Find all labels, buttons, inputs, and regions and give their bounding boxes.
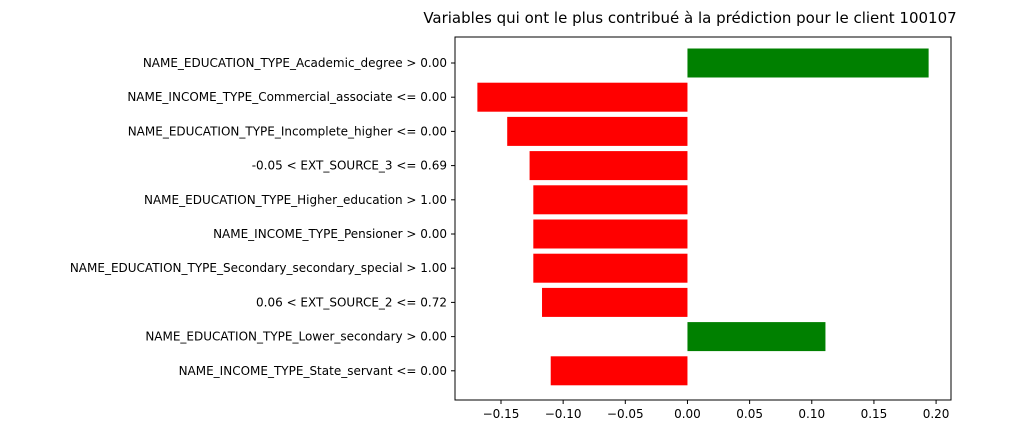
- y-label-10: NAME_INCOME_TYPE_State_servant <= 0.00: [179, 364, 447, 378]
- y-label-1: NAME_EDUCATION_TYPE_Academic_degree > 0.…: [143, 56, 447, 70]
- y-label-9: NAME_EDUCATION_TYPE_Lower_secondary > 0.…: [145, 330, 447, 344]
- y-label-5: NAME_EDUCATION_TYPE_Higher_education > 1…: [144, 193, 447, 207]
- x-tick-label-7: 0.15: [861, 407, 888, 421]
- x-tick-label-1: −0.15: [483, 407, 520, 421]
- y-label-8: 0.06 < EXT_SOURCE_2 <= 0.72: [256, 295, 447, 309]
- x-axis-ticks: −0.15 −0.10 −0.05 0.00 0.05 0.10 0.15 0.20: [483, 400, 950, 421]
- y-label-6: NAME_INCOME_TYPE_Pensioner > 0.00: [213, 227, 447, 241]
- bar-10: [550, 356, 688, 386]
- x-tick-label-5: 0.05: [736, 407, 763, 421]
- x-tick-label-8: 0.20: [923, 407, 950, 421]
- y-tick-labels: NAME_EDUCATION_TYPE_Academic_degree > 0.…: [70, 56, 455, 378]
- bar-2: [477, 82, 688, 112]
- bars-group: [477, 48, 929, 386]
- y-label-3: NAME_EDUCATION_TYPE_Incomplete_higher <=…: [128, 124, 447, 138]
- plot-frame: [454, 36, 952, 401]
- bar-9: [687, 322, 826, 352]
- x-tick-label-6: 0.10: [798, 407, 825, 421]
- bar-3: [507, 116, 688, 146]
- bar-7: [533, 253, 688, 283]
- bar-1: [687, 48, 929, 78]
- y-label-4: -0.05 < EXT_SOURCE_3 <= 0.69: [252, 159, 447, 173]
- bar-6: [533, 219, 688, 249]
- bar-8: [542, 287, 688, 317]
- chart-title: Variables qui ont le plus contribué à la…: [423, 9, 956, 27]
- bar-5: [533, 185, 688, 215]
- y-label-7: NAME_EDUCATION_TYPE_Secondary_secondary_…: [70, 261, 447, 275]
- bar-4: [529, 151, 688, 181]
- y-label-2: NAME_INCOME_TYPE_Commercial_associate <=…: [127, 90, 447, 104]
- x-tick-label-4: 0.00: [674, 407, 701, 421]
- x-tick-label-3: −0.05: [607, 407, 644, 421]
- x-tick-label-2: −0.10: [545, 407, 582, 421]
